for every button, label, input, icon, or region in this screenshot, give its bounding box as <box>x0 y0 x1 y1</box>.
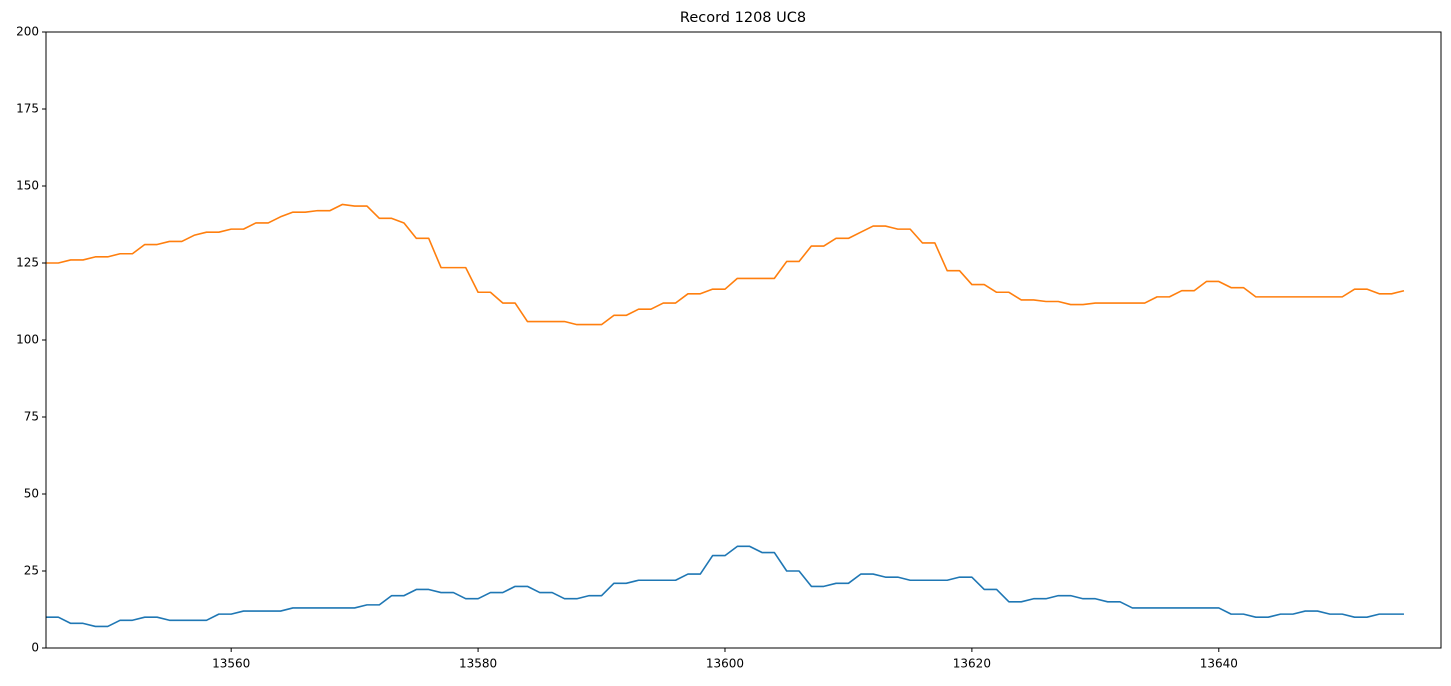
series-line <box>46 203 1405 326</box>
plot-area <box>46 203 1405 628</box>
y-tick-label: 150 <box>16 179 39 193</box>
x-tick-label: 13600 <box>706 657 744 671</box>
y-tick-label: 125 <box>16 256 39 270</box>
y-tick-label: 50 <box>24 487 39 501</box>
x-tick-label: 13580 <box>459 657 497 671</box>
y-tick-label: 75 <box>24 410 39 424</box>
x-tick-label: 13620 <box>953 657 991 671</box>
y-tick-label: 200 <box>16 25 39 39</box>
x-tick-label: 13560 <box>212 657 250 671</box>
y-tick-label: 100 <box>16 333 39 347</box>
y-tick-label: 175 <box>16 102 39 116</box>
series-line <box>46 545 1404 628</box>
chart-title: Record 1208 UC8 <box>680 10 806 26</box>
axes-frame <box>45 31 1442 649</box>
y-tick-label: 25 <box>24 564 39 578</box>
x-tick-label: 13640 <box>1200 657 1238 671</box>
y-tick-label: 0 <box>31 641 39 655</box>
